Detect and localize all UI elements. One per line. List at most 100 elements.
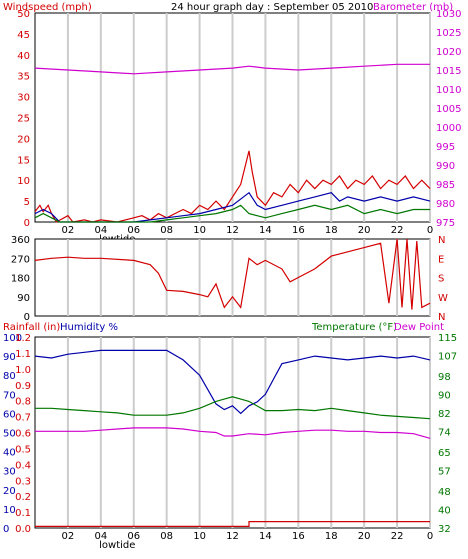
series-line-red	[34, 150, 431, 223]
series-line-red	[35, 521, 430, 527]
direction-tick-label: 360	[11, 235, 30, 246]
compass-tick-label: N	[438, 312, 445, 323]
temperature-tick-label: 32	[438, 524, 451, 535]
x-tick-label: 18	[325, 531, 338, 542]
x-tick-label: 10	[193, 225, 206, 236]
left-tick-label: 0	[24, 218, 30, 229]
left-tick-label: 45	[17, 30, 30, 41]
right-tick-label: 1000	[436, 123, 461, 134]
right-tick-label: 990	[436, 161, 455, 172]
temperature-tick-label: 40	[438, 506, 451, 517]
compass-tick-label: S	[438, 274, 444, 285]
x-tick-label: 20	[358, 225, 371, 236]
right-tick-label: 985	[436, 180, 455, 191]
rain-tick-label: 0.9	[15, 381, 31, 392]
x-tick-label: 04	[94, 531, 107, 542]
rain-tick-label: 0.4	[15, 460, 31, 471]
right-tick-label: 1025	[436, 28, 461, 39]
left-tick-label: 35	[17, 72, 30, 83]
right-tick-label: 1010	[436, 85, 461, 96]
x-tick-label: 06	[127, 531, 140, 542]
humidity-tick-label: 90	[3, 352, 16, 363]
rain-tick-label: 1.0	[15, 365, 31, 376]
temperature-tick-label: 90	[438, 391, 451, 402]
rain-tick-label: 0.3	[15, 476, 31, 487]
x-tick-label: 22	[391, 225, 404, 236]
direction-tick-label: 0	[24, 312, 30, 323]
temperature-tick-label: 115	[438, 333, 457, 344]
series-line-green	[35, 396, 431, 420]
temperature-tick-label: 82	[438, 409, 451, 420]
x-tick-label: 06	[127, 225, 140, 236]
series-line-magenta	[34, 63, 430, 75]
x-tick-label: 02	[62, 531, 75, 542]
right-tick-label: 1020	[436, 47, 461, 58]
left-tick-label: 20	[17, 134, 30, 145]
right-tick-label: 995	[436, 142, 455, 153]
temperature-tick-label: 57	[438, 466, 451, 477]
left-tick-label: 15	[17, 155, 30, 166]
left-tick-label: 5	[24, 197, 30, 208]
direction-tick-label: 180	[11, 274, 30, 285]
rain-tick-label: 0.5	[15, 444, 31, 455]
left-tick-label: 30	[17, 93, 30, 104]
right-tick-label: 1030	[436, 9, 461, 20]
series-line-blue	[34, 349, 431, 415]
windspeed-axis-label: Windspeed (mph)	[3, 2, 92, 13]
right-tick-label: 980	[436, 199, 455, 210]
x-tick-label: 22	[391, 531, 404, 542]
x-tick-label: 14	[259, 531, 272, 542]
x-tick-label: 18	[325, 225, 338, 236]
right-tick-label: 1005	[436, 104, 461, 115]
left-tick-label: 40	[17, 51, 30, 62]
x-tick-label: 12	[226, 531, 239, 542]
temperature-axis-label: Temperature (°F)	[311, 322, 397, 333]
barometer-axis-label: Barometer (mb)	[373, 2, 453, 13]
x-tick-label: 12	[226, 225, 239, 236]
compass-tick-label: W	[438, 293, 448, 304]
humidity-axis-label: Humidity %	[60, 322, 118, 333]
chart-title: 24 hour graph day : September 05 2010	[171, 2, 373, 13]
direction-tick-label: 270	[11, 254, 30, 265]
humidity-tick-label: 40	[3, 448, 16, 459]
x-tick-label: 20	[358, 531, 371, 542]
humidity-tick-label: 80	[3, 371, 16, 382]
humidity-tick-label: 30	[3, 467, 16, 478]
right-tick-label: 975	[436, 218, 455, 229]
rain-tick-label: 0.7	[15, 413, 31, 424]
x-tick-label: 0	[427, 531, 433, 542]
left-tick-label: 25	[17, 114, 30, 125]
x-tick-label: 04	[94, 225, 107, 236]
compass-tick-label: E	[438, 254, 444, 265]
right-tick-label: 1015	[436, 66, 461, 77]
left-tick-label: 50	[17, 9, 30, 20]
temperature-tick-label: 48	[438, 487, 451, 498]
humidity-tick-label: 70	[3, 390, 16, 401]
rain-tick-label: 0.6	[15, 429, 31, 440]
humidity-tick-label: 10	[3, 505, 16, 516]
x-tick-label: 14	[259, 225, 272, 236]
wind-barometer-panel: 02040608101214161820220lowtide0510152025…	[17, 9, 461, 245]
rain-tick-label: 1.1	[15, 349, 31, 360]
humidity-tick-label: 100	[3, 333, 22, 344]
x-tick-label: 16	[292, 531, 305, 542]
lowtide-marker-label: lowtide	[99, 540, 135, 551]
temperature-tick-label: 65	[438, 448, 451, 459]
rainfall-axis-label: Rainfall (in)	[3, 322, 60, 333]
x-tick-label: 16	[292, 225, 305, 236]
temperature-tick-label: 107	[438, 351, 457, 362]
x-tick-label: 08	[160, 225, 173, 236]
rain-tick-label: 1.2	[15, 333, 31, 344]
direction-tick-label: 90	[17, 293, 30, 304]
rain-humidity-temperature-panel: 02 04 06 08 10 12 14 16 18 20 22 0 lowtide 0 10 20 30 40 5…	[3, 333, 457, 551]
x-tick-label: 08	[160, 531, 173, 542]
dewpoint-axis-label: Dew Point	[394, 322, 444, 333]
series-line-magenta	[35, 427, 431, 439]
temperature-tick-label: 74	[438, 427, 451, 438]
humidity-tick-label: 50	[3, 429, 16, 440]
left-tick-label: 10	[17, 176, 30, 187]
rain-tick-label: 0.8	[15, 397, 31, 408]
rain-tick-label: 0.0	[15, 524, 31, 535]
